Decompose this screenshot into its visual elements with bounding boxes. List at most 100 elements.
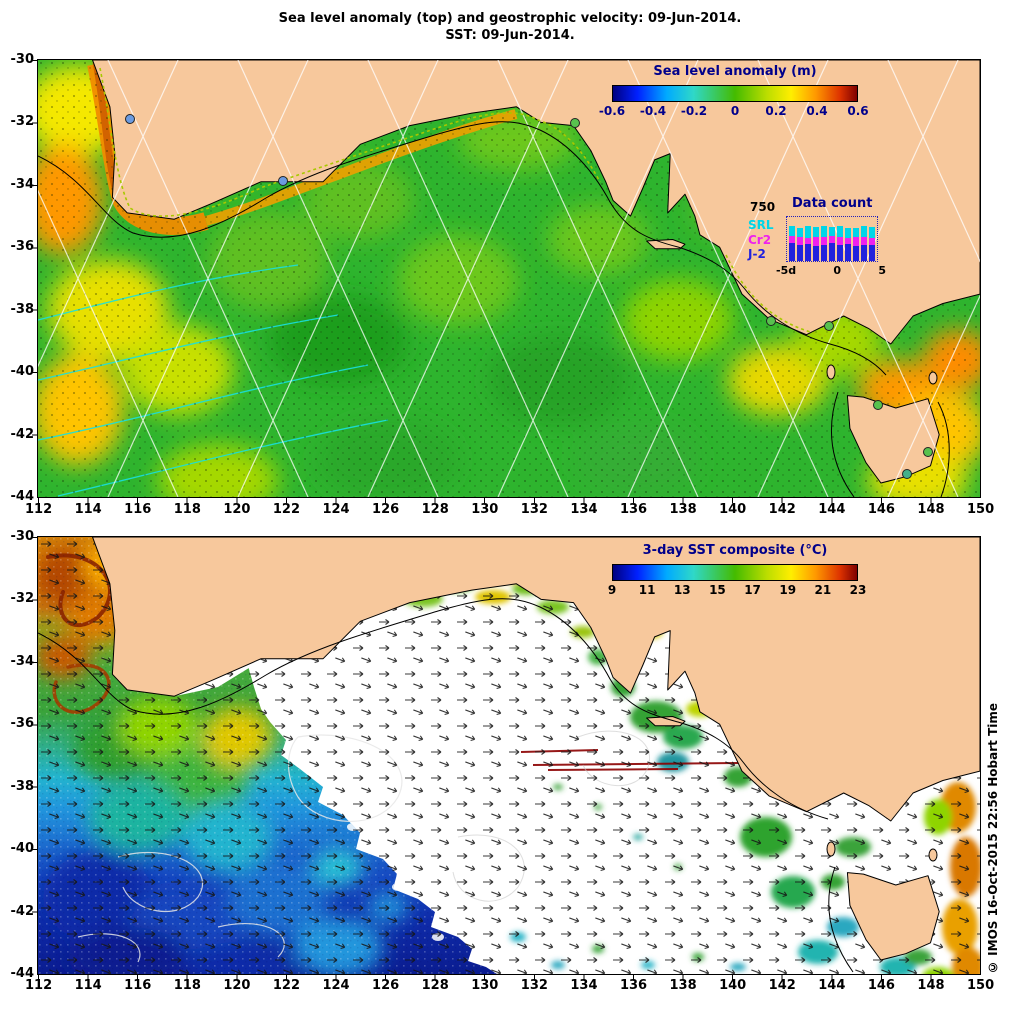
tick-label: -40 (10, 364, 35, 380)
tick-label: 138 (669, 502, 697, 517)
tick-label: 21 (814, 583, 832, 597)
tick-label: -38 (10, 301, 35, 317)
legend-cr2: Cr2 (748, 232, 772, 247)
data-count-inset: 750 Data count SRL Cr2 J-2 -5d 0 5 (740, 196, 930, 280)
tick-label: 148 (917, 978, 945, 993)
tick-label: 134 (570, 978, 598, 993)
tick-label: 5 (878, 264, 886, 277)
sst-x-axis: 112 114 116 118 120 122 124 126 128 130 132 134 136 1… (25, 978, 994, 993)
sla-colorbar-gradient (612, 85, 858, 102)
tick-label: 124 (322, 502, 350, 517)
tick-label: 132 (520, 978, 548, 993)
main-title: Sea level anomaly (top) and geostrophic … (278, 11, 742, 26)
tasmania (846, 395, 940, 484)
figure-titles: Sea level anomaly (top) and geostrophic … (0, 10, 1020, 44)
shelf-contour (38, 121, 950, 497)
tick-label: 142 (768, 502, 796, 517)
data-count-bar (861, 226, 867, 261)
legend-srl: SRL (748, 218, 774, 232)
tick-label: -36 (10, 716, 35, 732)
data-count-bar (789, 225, 795, 261)
land (92, 60, 980, 484)
australia-mainland (92, 60, 980, 345)
tick-label: 140 (719, 502, 747, 517)
data-count-bar (837, 225, 843, 261)
tick-label: 9 (607, 583, 617, 597)
tick-label: -38 (10, 778, 35, 794)
sst-panel: 3-day SST composite (°C) 9 11 13 15 17 19 21 23 (37, 536, 981, 975)
zero-anomaly-contour (99, 67, 827, 337)
tick-label: 140 (719, 978, 747, 993)
tick-label: 118 (173, 978, 201, 993)
tick-label: -34 (10, 176, 35, 192)
tick-label: 124 (322, 978, 350, 993)
tick-label: 0.2 (765, 104, 787, 118)
sla-x-axis: 112 114 116 118 120 122 124 126 128 130 132 134 136 1… (25, 502, 995, 517)
tick-label: -30 (10, 52, 35, 67)
inset-ymax-label: 750 (750, 200, 776, 214)
legend-j2: J-2 (748, 247, 766, 261)
tick-label: -40 (10, 841, 35, 857)
tick-label: -44 (10, 965, 35, 981)
data-count-bar (821, 226, 827, 261)
tick-label: 144 (818, 978, 846, 993)
sub-title: SST: 09-Jun-2014. (445, 28, 575, 43)
tick-label: 0 (833, 264, 842, 277)
tick-label: 128 (421, 978, 449, 993)
sla-panel: Sea level anomaly (m) -0.6 -0.4 -0.2 0 0.2 0.… (37, 59, 981, 498)
sla-y-tickmarks (32, 60, 37, 497)
tasmania (846, 872, 940, 961)
king-island (826, 364, 836, 380)
tick-label: 126 (372, 502, 400, 517)
tick-label: 120 (223, 502, 251, 517)
tick-label: 116 (124, 502, 152, 517)
shelf-contour (38, 598, 854, 973)
tick-label: 148 (917, 502, 945, 517)
flinders-island (928, 371, 938, 385)
tick-label: -5d (776, 264, 797, 277)
tick-label: 114 (74, 502, 102, 517)
data-count-bar (845, 227, 851, 261)
sst-colorbar-title: 3-day SST composite (°C) (642, 543, 828, 558)
tick-label: -44 (10, 488, 35, 504)
tick-label: 11 (638, 583, 656, 597)
tick-label: 0.4 (806, 104, 828, 118)
tick-label: 128 (421, 502, 449, 517)
data-count-bar (805, 226, 811, 261)
tick-label: 0.6 (847, 104, 869, 118)
data-count-bar (853, 227, 859, 261)
inset-x-axis: -5d 0 5 (776, 264, 886, 277)
tick-label: 23 (849, 583, 867, 597)
tick-label: -42 (10, 426, 35, 442)
tick-label: 130 (471, 502, 499, 517)
sla-colorbar-ticks: -0.6 -0.4 -0.2 0 0.2 0.4 0.6 (595, 104, 875, 118)
sla-map (38, 60, 980, 497)
land (92, 537, 980, 961)
tick-label: 126 (372, 978, 400, 993)
altimeter-ground-tracks (38, 60, 980, 497)
data-count-bar (829, 227, 835, 261)
tick-label: 0 (730, 104, 740, 118)
tick-label: -32 (10, 114, 35, 130)
tick-label: -34 (10, 653, 35, 669)
sla-x-tickmarks (38, 498, 980, 503)
tick-label: -0.4 (639, 104, 667, 118)
king-island (826, 841, 836, 857)
tick-label: 150 (966, 502, 995, 517)
sst-colorbar: 3-day SST composite (°C) 9 11 13 15 17 19 21 23 (608, 543, 867, 597)
sst-colorbar-gradient (612, 564, 858, 581)
tick-label: 112 (25, 978, 53, 993)
sla-colorbar-title: Sea level anomaly (m) (653, 64, 817, 79)
tick-label: 116 (124, 978, 152, 993)
tick-label: -42 (10, 903, 35, 919)
tick-label: -32 (10, 591, 35, 607)
sla-y-axis: -30 -32 -34 -36 -38 -40 -42 -44 (2, 52, 35, 504)
copyright-watermark: © IMOS 16-Oct-2015 22:56 Hobart Time (986, 702, 1000, 974)
inset-title: Data count (792, 196, 873, 211)
tick-label: 142 (768, 978, 796, 993)
sla-colorbar: Sea level anomaly (m) -0.6 -0.4 -0.2 0 0.2 0.… (599, 64, 869, 118)
tick-label: 122 (272, 978, 301, 993)
coastal-station-markers (125, 114, 933, 479)
tick-label: 136 (619, 502, 648, 517)
